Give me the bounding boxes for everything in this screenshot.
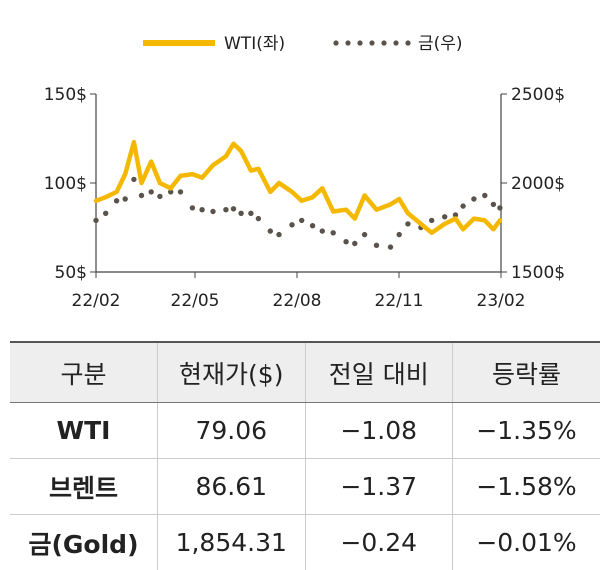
legend-gold-label: 금(우) — [418, 34, 463, 54]
gold-point — [397, 232, 402, 237]
gold-point — [405, 221, 410, 226]
gold-point — [178, 189, 183, 194]
legend-gold-swatch — [333, 40, 410, 45]
gold-series — [93, 177, 502, 250]
gold-point — [114, 198, 119, 203]
gold-point — [388, 244, 393, 249]
table-cell: −1.58% — [453, 459, 600, 515]
gold-point — [131, 177, 136, 182]
y-right-tick-label: 2500$ — [511, 85, 565, 105]
gold-point — [139, 193, 144, 198]
table-row: WTI 79.06 −1.08 −1.35% — [10, 403, 600, 459]
x-tick-label: 22/05 — [171, 291, 220, 311]
table-header-cell: 현재가($) — [158, 342, 306, 403]
table-cell: −0.01% — [453, 515, 600, 570]
table-cell: −0.24 — [305, 515, 453, 570]
x-tick-label: 23/02 — [477, 291, 526, 311]
x-tick-label: 22/08 — [273, 291, 322, 311]
gold-point — [429, 218, 434, 223]
row-label: 브렌트 — [10, 459, 158, 515]
gold-point — [352, 241, 357, 246]
table-row: 금(Gold) 1,854.31 −0.24 −0.01% — [10, 515, 600, 570]
table-header-cell: 구분 — [10, 342, 158, 403]
gold-point — [289, 222, 294, 227]
gold-point — [149, 189, 154, 194]
gold-point — [123, 196, 128, 201]
x-tick-label: 22/11 — [375, 291, 424, 311]
table-cell: −1.35% — [453, 403, 600, 459]
chart: WTI(좌) 금(우) 150$ 100$ 50$ 2500$ 2000$ 15… — [0, 0, 600, 330]
row-label: 금(Gold) — [10, 515, 158, 570]
wti-line — [96, 142, 500, 233]
table-cell: −1.08 — [305, 403, 453, 459]
gold-point — [460, 203, 465, 208]
gold-point — [103, 211, 108, 216]
table-header-row: 구분 현재가($) 전일 대비 등락률 — [10, 342, 600, 403]
gold-point — [276, 232, 281, 237]
gold-point — [491, 202, 496, 207]
gold-point — [190, 205, 195, 210]
y-left-tick-label: 100$ — [44, 174, 87, 194]
gold-point — [256, 216, 261, 221]
table-cell: 79.06 — [158, 403, 306, 459]
table-header-cell: 등락률 — [453, 342, 600, 403]
gold-point — [374, 243, 379, 248]
gold-point — [238, 211, 243, 216]
legend: WTI(좌) 금(우) — [143, 34, 463, 54]
table-row: 브렌트 86.61 −1.37 −1.58% — [10, 459, 600, 515]
gold-point — [93, 218, 98, 223]
gold-point — [223, 207, 228, 212]
gold-point — [157, 194, 162, 199]
price-table: 구분 현재가($) 전일 대비 등락률 WTI 79.06 −1.08 −1.3… — [10, 341, 600, 570]
gold-point — [268, 228, 273, 233]
gold-point — [248, 211, 253, 216]
table-cell: −1.37 — [305, 459, 453, 515]
gold-point — [442, 214, 447, 219]
y-right-tick-label: 1500$ — [511, 263, 565, 283]
table-header-cell: 전일 대비 — [305, 342, 453, 403]
row-label: WTI — [10, 403, 158, 459]
x-tick-label: 22/02 — [72, 291, 121, 311]
gold-point — [231, 206, 236, 211]
gold-point — [210, 209, 215, 214]
y-left-tick-label: 150$ — [44, 85, 87, 105]
gold-point — [471, 196, 476, 201]
table-cell: 86.61 — [158, 459, 306, 515]
gold-point — [299, 218, 304, 223]
y-right-tick-label: 2000$ — [511, 174, 565, 194]
gold-point — [497, 205, 502, 210]
y-left-tick-label: 50$ — [55, 263, 87, 283]
gold-point — [320, 228, 325, 233]
table-cell: 1,854.31 — [158, 515, 306, 570]
gold-point — [331, 230, 336, 235]
gold-point — [310, 223, 315, 228]
gold-point — [199, 207, 204, 212]
gold-point — [482, 193, 487, 198]
legend-wti-label: WTI(좌) — [224, 34, 285, 54]
wti-series — [96, 142, 500, 233]
gold-point — [362, 232, 367, 237]
gold-point — [343, 239, 348, 244]
